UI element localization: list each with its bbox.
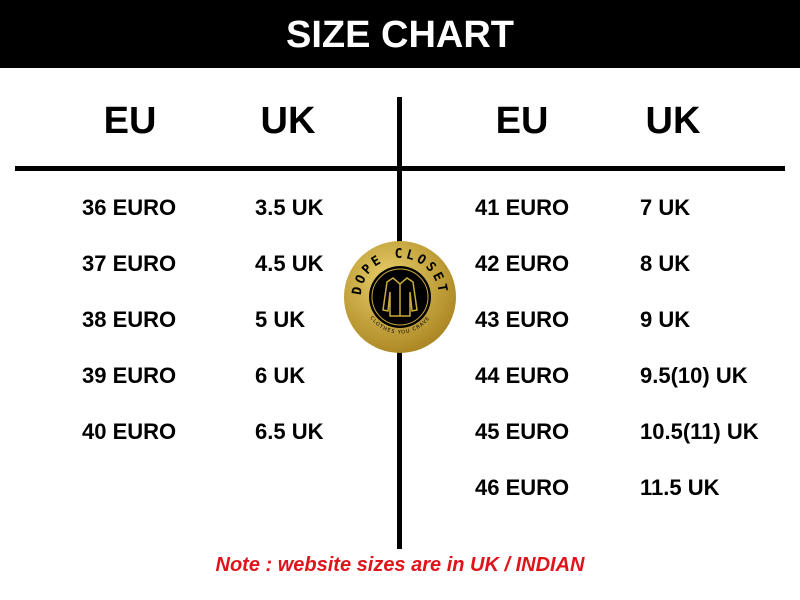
- right-uk-cell: 11.5 UK: [640, 475, 720, 500]
- horizontal-divider: [15, 166, 785, 171]
- left-uk-cell: 3.5 UK: [255, 195, 324, 220]
- right-eu-cell: 46 EURO: [475, 475, 570, 500]
- left-eu-cell: 36 EURO: [82, 195, 177, 220]
- left-eu-cell: 40 EURO: [82, 419, 177, 444]
- right-eu-cell: 44 EURO: [475, 363, 570, 388]
- left-uk-header: UK: [260, 100, 316, 142]
- right-uk-cell: 9 UK: [640, 307, 691, 332]
- left-uk-cell: 5 UK: [255, 307, 306, 332]
- left-eu-cell: 39 EURO: [82, 363, 177, 388]
- right-uk-cell: 7 UK: [640, 195, 691, 220]
- right-uk-cell: 9.5(10) UK: [640, 363, 748, 388]
- right-uk-header: UK: [645, 100, 701, 142]
- right-uk-cell: 8 UK: [640, 251, 691, 276]
- right-eu-header: EU: [495, 100, 549, 142]
- right-eu-cell: 41 EURO: [475, 195, 570, 220]
- dope-closet-logo: DOPE CLOSET CLOTHES YOU CRAVE: [344, 241, 456, 353]
- right-eu-cell: 43 EURO: [475, 307, 570, 332]
- left-uk-cell: 4.5 UK: [255, 251, 324, 276]
- page-title: SIZE CHART: [0, 0, 800, 68]
- right-uk-cell: 10.5(11) UK: [640, 419, 759, 444]
- right-eu-cell: 42 EURO: [475, 251, 570, 276]
- left-uk-cell: 6 UK: [255, 363, 306, 388]
- note-text: Note : website sizes are in UK / INDIAN: [215, 554, 585, 576]
- shirt-icon: [382, 277, 418, 317]
- left-eu-cell: 38 EURO: [82, 307, 177, 332]
- right-eu-cell: 45 EURO: [475, 419, 570, 444]
- left-eu-cell: 37 EURO: [82, 251, 177, 276]
- left-eu-header: EU: [103, 100, 157, 142]
- left-uk-cell: 6.5 UK: [255, 419, 324, 444]
